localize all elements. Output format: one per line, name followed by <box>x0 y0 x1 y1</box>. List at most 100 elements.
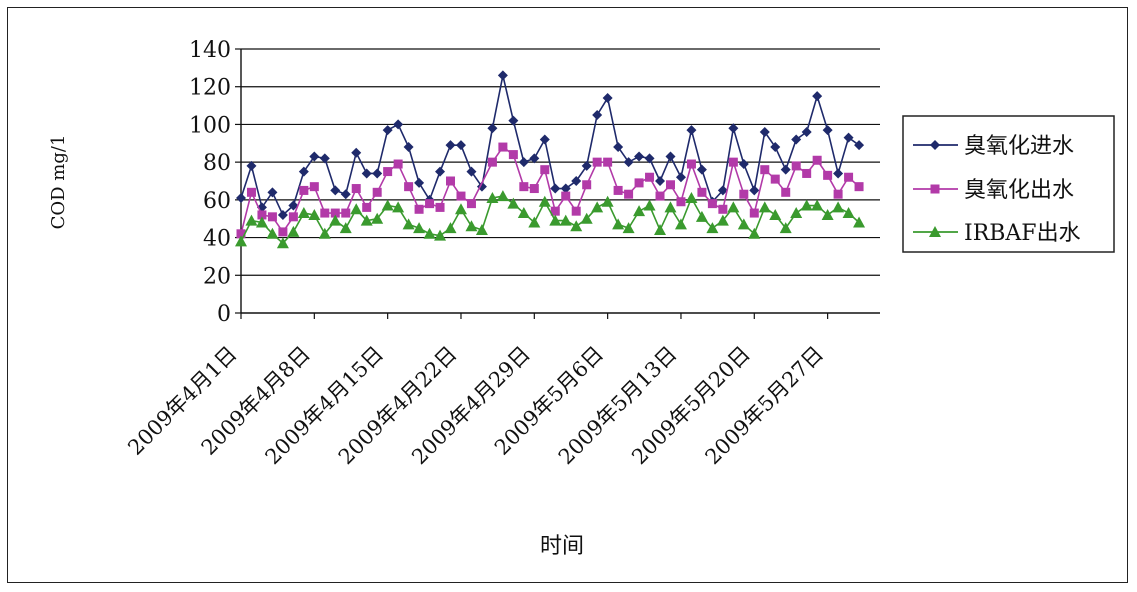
data-point <box>414 177 425 188</box>
data-point <box>592 110 603 120</box>
data-point <box>633 205 646 217</box>
data-point <box>350 203 363 215</box>
data-point <box>717 185 728 196</box>
data-point <box>675 172 686 183</box>
data-point <box>853 216 866 228</box>
data-point <box>759 126 770 137</box>
data-point <box>341 208 351 218</box>
data-point <box>519 182 529 192</box>
y-tick-label: 0 <box>217 302 231 327</box>
data-point <box>559 214 572 226</box>
data-point <box>602 93 613 104</box>
data-point <box>339 222 352 234</box>
data-point <box>297 207 310 219</box>
data-point <box>822 125 833 136</box>
y-tick-label: 60 <box>203 189 231 214</box>
data-point <box>686 159 696 169</box>
data-point <box>403 142 414 153</box>
data-point <box>812 155 822 165</box>
data-point <box>612 218 625 230</box>
data-point <box>361 168 372 179</box>
data-point <box>601 195 614 207</box>
data-point <box>288 212 298 222</box>
data-point <box>529 153 540 164</box>
data-point <box>634 178 644 188</box>
series-1 <box>236 70 865 220</box>
data-point <box>487 123 498 134</box>
data-point <box>592 157 602 167</box>
data-point <box>570 220 583 232</box>
data-point <box>496 190 509 202</box>
data-point <box>414 204 424 214</box>
data-point <box>529 184 539 194</box>
data-point <box>718 204 728 214</box>
data-point <box>497 70 508 81</box>
data-point <box>246 160 257 171</box>
data-point <box>236 229 246 239</box>
data-point <box>319 153 330 164</box>
data-point <box>381 199 394 211</box>
data-point <box>695 210 708 222</box>
data-point <box>800 199 813 211</box>
data-point <box>392 201 405 213</box>
data-point <box>475 224 488 236</box>
data-point <box>770 142 781 153</box>
data-point <box>277 209 288 220</box>
data-point <box>780 164 791 175</box>
series-line <box>240 75 860 217</box>
data-point <box>929 226 941 237</box>
data-point <box>561 191 571 201</box>
data-point <box>456 191 466 201</box>
data-point <box>435 166 446 177</box>
data-point <box>624 189 634 199</box>
data-point <box>278 227 288 237</box>
data-point <box>779 222 792 234</box>
data-point <box>844 172 854 182</box>
data-point <box>821 208 834 220</box>
data-point <box>538 195 551 207</box>
data-point <box>549 214 562 226</box>
grid-lines <box>241 48 880 276</box>
data-point <box>245 214 258 226</box>
data-point <box>498 142 508 152</box>
data-point <box>748 227 761 239</box>
data-point <box>446 176 456 186</box>
data-point <box>644 153 655 164</box>
data-point <box>739 189 749 199</box>
x-axis-label: 时间 <box>540 534 584 559</box>
data-point <box>454 203 467 215</box>
data-point <box>393 159 403 169</box>
data-point <box>383 167 393 177</box>
data-point <box>466 199 476 209</box>
y-tick-label: 80 <box>203 151 231 176</box>
data-point <box>591 201 604 213</box>
data-point <box>465 220 478 232</box>
data-point <box>288 200 299 211</box>
y-tick-label: 140 <box>189 38 231 63</box>
data-point <box>508 115 519 126</box>
data-point <box>276 237 289 249</box>
legend-label: 臭氧化进水 <box>964 134 1074 159</box>
data-point <box>686 125 697 136</box>
data-point <box>518 157 529 168</box>
data-point <box>425 199 435 209</box>
data-point <box>298 166 309 177</box>
data-point <box>550 206 560 216</box>
data-point <box>685 191 698 203</box>
data-point <box>423 227 436 239</box>
data-point <box>802 168 812 178</box>
data-point <box>371 212 384 224</box>
data-point <box>340 189 351 200</box>
y-tick-label: 100 <box>189 113 231 138</box>
data-point <box>351 184 361 194</box>
data-point <box>643 199 656 211</box>
data-point <box>930 140 940 150</box>
data-point <box>738 159 749 170</box>
data-point <box>486 191 499 203</box>
data-point <box>444 222 457 234</box>
data-point <box>267 212 277 222</box>
data-point <box>528 216 541 228</box>
data-point <box>582 180 592 190</box>
data-point <box>571 206 581 216</box>
